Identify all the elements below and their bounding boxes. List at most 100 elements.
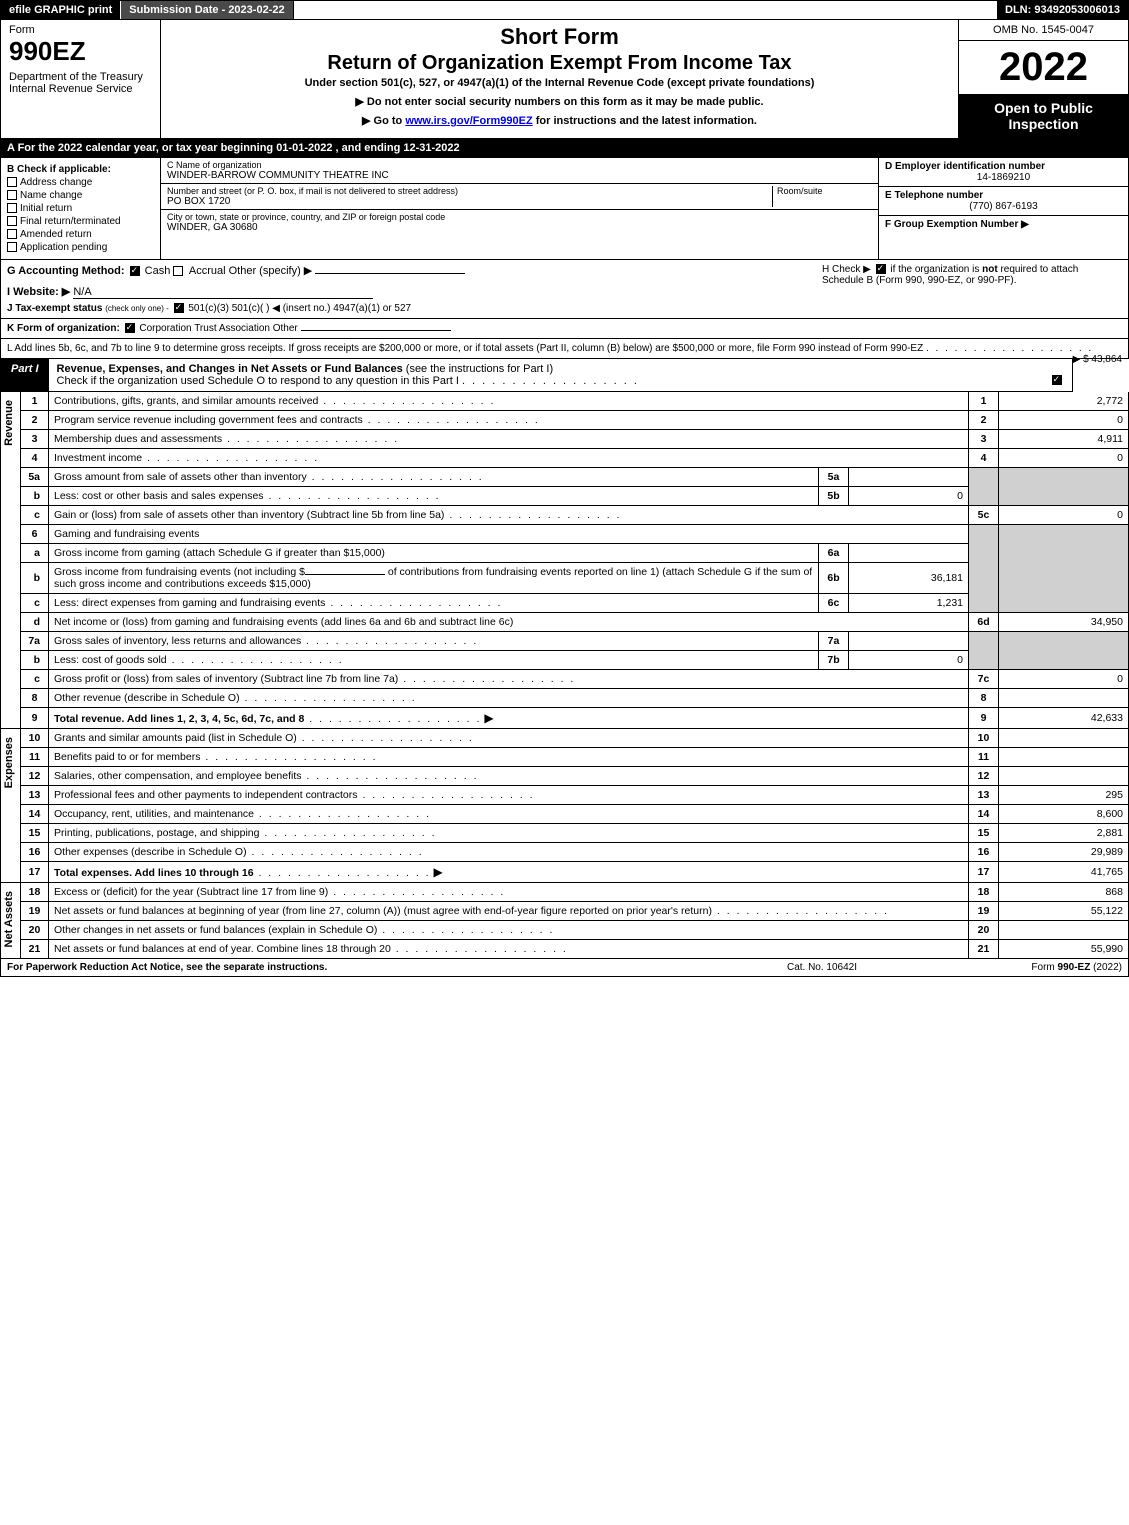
part1-header: Part I Revenue, Expenses, and Changes in… [0, 359, 1073, 392]
line-5a: 5aGross amount from sale of assets other… [21, 468, 1129, 487]
phone-value: (770) 867-6193 [885, 201, 1122, 212]
e-label: E Telephone number [885, 190, 1122, 201]
f-label: F Group Exemption Number ▶ [885, 219, 1122, 230]
j-detail: (check only one) - [105, 304, 169, 313]
submission-date: Submission Date - 2023-02-22 [121, 1, 293, 19]
line-7c: cGross profit or (loss) from sales of in… [21, 670, 1129, 689]
line-12: 12Salaries, other compensation, and empl… [21, 767, 1129, 786]
row-k: K Form of organization: Corporation Trus… [0, 319, 1129, 339]
dln-label: DLN: 93492053006013 [997, 1, 1128, 19]
form-title: Return of Organization Exempt From Incom… [171, 52, 948, 75]
line-14: 14Occupancy, rent, utilities, and mainte… [21, 805, 1129, 824]
row-l: L Add lines 5b, 6c, and 7b to line 9 to … [0, 339, 1129, 359]
g-label: G Accounting Method: [7, 265, 125, 277]
part1-tag: Part I [1, 359, 49, 391]
line-6b: bGross income from fundraising events (n… [21, 563, 1129, 594]
line-10: 10Grants and similar amounts paid (list … [21, 729, 1129, 748]
d-label: D Employer identification number [885, 161, 1122, 172]
line-21: 21Net assets or fund balances at end of … [21, 940, 1129, 959]
line-20: 20Other changes in net assets or fund ba… [21, 921, 1129, 940]
chk-accrual[interactable] [173, 266, 183, 276]
topbar-spacer [294, 1, 997, 19]
j-label: J Tax-exempt status [7, 303, 102, 314]
expenses-vtab: Expenses [0, 729, 20, 883]
netassets-section: Net Assets 18Excess or (deficit) for the… [0, 883, 1129, 959]
g-cell: G Accounting Method: Cash Accrual Other … [7, 264, 822, 314]
chk-cash[interactable] [130, 266, 140, 276]
room-label: Room/suite [777, 186, 872, 196]
page-footer: For Paperwork Reduction Act Notice, see … [0, 959, 1129, 977]
l-text: L Add lines 5b, 6c, and 7b to line 9 to … [7, 343, 923, 354]
short-form-title: Short Form [171, 24, 948, 50]
k-label: K Form of organization: [7, 323, 120, 334]
line-6d: dNet income or (loss) from gaming and fu… [21, 613, 1129, 632]
row-g-h: G Accounting Method: Cash Accrual Other … [0, 260, 1129, 319]
h-text1: H Check ▶ [822, 264, 871, 275]
line-8: 8Other revenue (describe in Schedule O)8 [21, 689, 1129, 708]
chk-app-pending[interactable]: Application pending [7, 242, 154, 253]
chk-address-change[interactable]: Address change [7, 177, 154, 188]
efile-label[interactable]: efile GRAPHIC print [1, 1, 121, 19]
line-19: 19Net assets or fund balances at beginni… [21, 902, 1129, 921]
chk-corp[interactable] [125, 323, 135, 333]
chk-501c3[interactable] [174, 303, 184, 313]
street-label: Number and street (or P. O. box, if mail… [167, 186, 772, 196]
org-city: WINDER, GA 30680 [167, 222, 872, 233]
phone-cell: E Telephone number (770) 867-6193 [879, 187, 1128, 216]
irs-link[interactable]: www.irs.gov/Form990EZ [405, 115, 532, 127]
line-5c: cGain or (loss) from sale of assets othe… [21, 506, 1129, 525]
chk-h[interactable] [876, 264, 886, 274]
street-row: Number and street (or P. O. box, if mail… [161, 184, 878, 210]
k-opts: Corporation Trust Association Other [139, 323, 297, 334]
netassets-vtab: Net Assets [0, 883, 20, 959]
ein-value: 14-1869210 [885, 172, 1122, 183]
line-6: 6Gaming and fundraising events [21, 525, 1129, 544]
revenue-vtab: Revenue [0, 392, 20, 729]
city-label: City or town, state or province, country… [167, 212, 872, 222]
line-11: 11Benefits paid to or for members11 [21, 748, 1129, 767]
line-1: 1Contributions, gifts, grants, and simil… [21, 392, 1129, 411]
revenue-section: Revenue 1Contributions, gifts, grants, a… [0, 392, 1129, 729]
section-a-period: A For the 2022 calendar year, or tax yea… [0, 139, 1129, 158]
notice-ssn: ▶ Do not enter social security numbers o… [171, 95, 948, 108]
header-left: Form 990EZ Department of the Treasury In… [1, 20, 161, 138]
footer-left: For Paperwork Reduction Act Notice, see … [7, 962, 722, 973]
chk-initial-return[interactable]: Initial return [7, 203, 154, 214]
open-public-badge: Open to Public Inspection [959, 94, 1128, 138]
info-grid: B Check if applicable: Address change Na… [0, 158, 1129, 260]
line-15: 15Printing, publications, postage, and s… [21, 824, 1129, 843]
c-label: C Name of organization [167, 160, 872, 170]
line-5b: bLess: cost or other basis and sales exp… [21, 487, 1129, 506]
line-17: 17Total expenses. Add lines 10 through 1… [21, 862, 1129, 883]
column-c-org: C Name of organization WINDER-BARROW COM… [161, 158, 878, 259]
header-right: OMB No. 1545-0047 2022 Open to Public In… [958, 20, 1128, 138]
line-6c: cLess: direct expenses from gaming and f… [21, 594, 1129, 613]
city-cell: City or town, state or province, country… [161, 210, 878, 235]
h-not: not [982, 264, 998, 275]
website-value: N/A [73, 286, 373, 299]
notice-link: ▶ Go to www.irs.gov/Form990EZ for instru… [171, 114, 948, 127]
line-16: 16Other expenses (describe in Schedule O… [21, 843, 1129, 862]
line-3: 3Membership dues and assessments34,911 [21, 430, 1129, 449]
line-6a: aGross income from gaming (attach Schedu… [21, 544, 1129, 563]
revenue-table: 1Contributions, gifts, grants, and simil… [20, 392, 1129, 729]
i-label: I Website: ▶ [7, 286, 70, 298]
footer-mid: Cat. No. 10642I [722, 962, 922, 973]
form-code: 990EZ [9, 36, 152, 67]
org-name-cell: C Name of organization WINDER-BARROW COM… [161, 158, 878, 184]
chk-schedule-o[interactable] [1052, 375, 1062, 385]
line-13: 13Professional fees and other payments t… [21, 786, 1129, 805]
column-def: D Employer identification number 14-1869… [878, 158, 1128, 259]
chk-name-change[interactable]: Name change [7, 190, 154, 201]
expenses-section: Expenses 10Grants and similar amounts pa… [0, 729, 1129, 883]
top-bar: efile GRAPHIC print Submission Date - 20… [0, 0, 1129, 20]
part1-check: Check if the organization used Schedule … [57, 375, 459, 387]
header-middle: Short Form Return of Organization Exempt… [161, 20, 958, 138]
omb-number: OMB No. 1545-0047 [959, 20, 1128, 41]
b-title: B Check if applicable: [7, 164, 154, 175]
part1-title: Revenue, Expenses, and Changes in Net As… [49, 359, 1072, 391]
org-street: PO BOX 1720 [167, 196, 772, 207]
chk-final-return[interactable]: Final return/terminated [7, 216, 154, 227]
chk-amended[interactable]: Amended return [7, 229, 154, 240]
h-text2: if the organization is [890, 264, 982, 275]
